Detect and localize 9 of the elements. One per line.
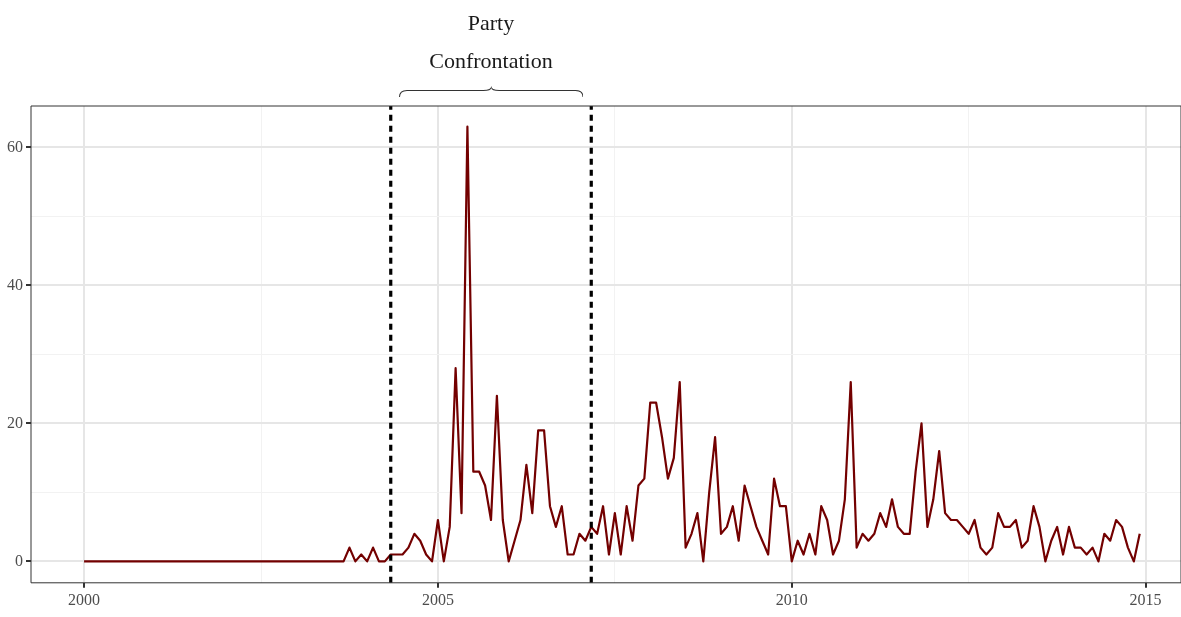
y-tick-label: 20 <box>7 413 23 431</box>
x-tick-label: 2015 <box>1129 590 1162 608</box>
x-tick-label: 2005 <box>421 590 454 608</box>
y-tick-label: 40 <box>7 275 23 293</box>
text: Party Confrontation <box>428 9 554 75</box>
x-tick-label: 2010 <box>775 590 808 608</box>
x-tick-label: 2000 <box>68 590 101 608</box>
y-tick-label: 0 <box>15 551 23 569</box>
y-tick-label: 60 <box>7 137 23 155</box>
